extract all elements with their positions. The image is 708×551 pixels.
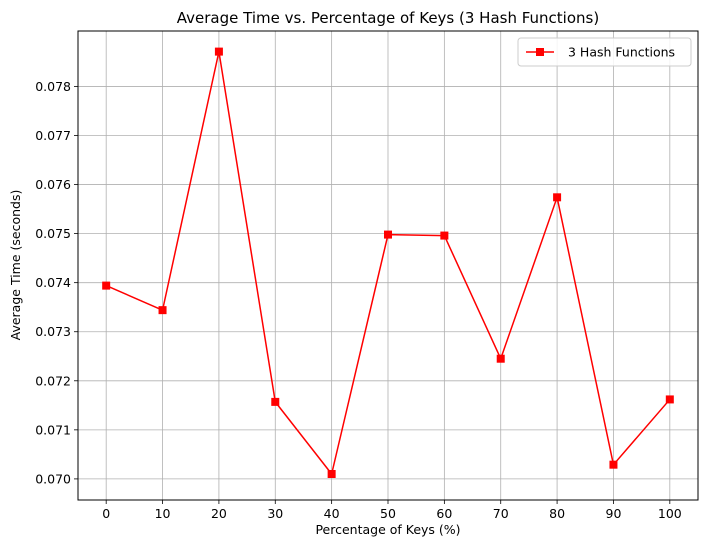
data-point	[158, 306, 167, 315]
x-tick-label: 0	[102, 506, 110, 521]
x-tick-label: 40	[324, 506, 340, 521]
x-tick-label: 80	[549, 506, 565, 521]
y-axis-label: Average Time (seconds)	[8, 190, 23, 341]
y-tick-label: 0.073	[35, 324, 71, 339]
legend-label: 3 Hash Functions	[568, 45, 675, 60]
y-tick-label: 0.077	[35, 128, 71, 143]
legend-marker	[536, 48, 544, 56]
x-tick-label: 20	[211, 506, 227, 521]
chart-title: Average Time vs. Percentage of Keys (3 H…	[177, 9, 599, 27]
data-point	[327, 469, 336, 478]
x-tick-label: 90	[606, 506, 622, 521]
y-tick-label: 0.070	[35, 471, 71, 486]
x-tick-label: 10	[155, 506, 171, 521]
data-point	[496, 354, 505, 363]
data-point	[271, 397, 280, 406]
data-point	[102, 281, 111, 290]
grid	[78, 31, 698, 500]
x-axis-label: Percentage of Keys (%)	[315, 522, 460, 537]
legend: 3 Hash Functions	[517, 37, 692, 67]
y-tick-label: 0.072	[35, 373, 71, 388]
x-tick-label: 50	[380, 506, 396, 521]
data-point	[609, 460, 618, 469]
y-tick-label: 0.075	[35, 226, 71, 241]
y-tick-label: 0.074	[35, 275, 71, 290]
axis-ticks: 0 10 20 30 40 50 60 70 80 90 100 0.070 0.071 0.072 0.0…	[35, 79, 682, 521]
data-point	[553, 193, 562, 202]
y-tick-label: 0.078	[35, 79, 71, 94]
x-tick-label: 70	[493, 506, 509, 521]
data-point	[440, 231, 449, 240]
legend-box	[517, 37, 692, 67]
y-tick-label: 0.076	[35, 177, 71, 192]
x-tick-label: 100	[658, 506, 682, 521]
data-point	[665, 395, 674, 404]
series-layer	[102, 47, 674, 478]
data-point	[384, 230, 392, 239]
x-tick-label: 30	[267, 506, 283, 521]
plot-frame	[77, 30, 699, 501]
y-tick-label: 0.071	[35, 422, 71, 437]
data-point	[214, 47, 223, 56]
x-tick-label: 60	[436, 506, 452, 521]
